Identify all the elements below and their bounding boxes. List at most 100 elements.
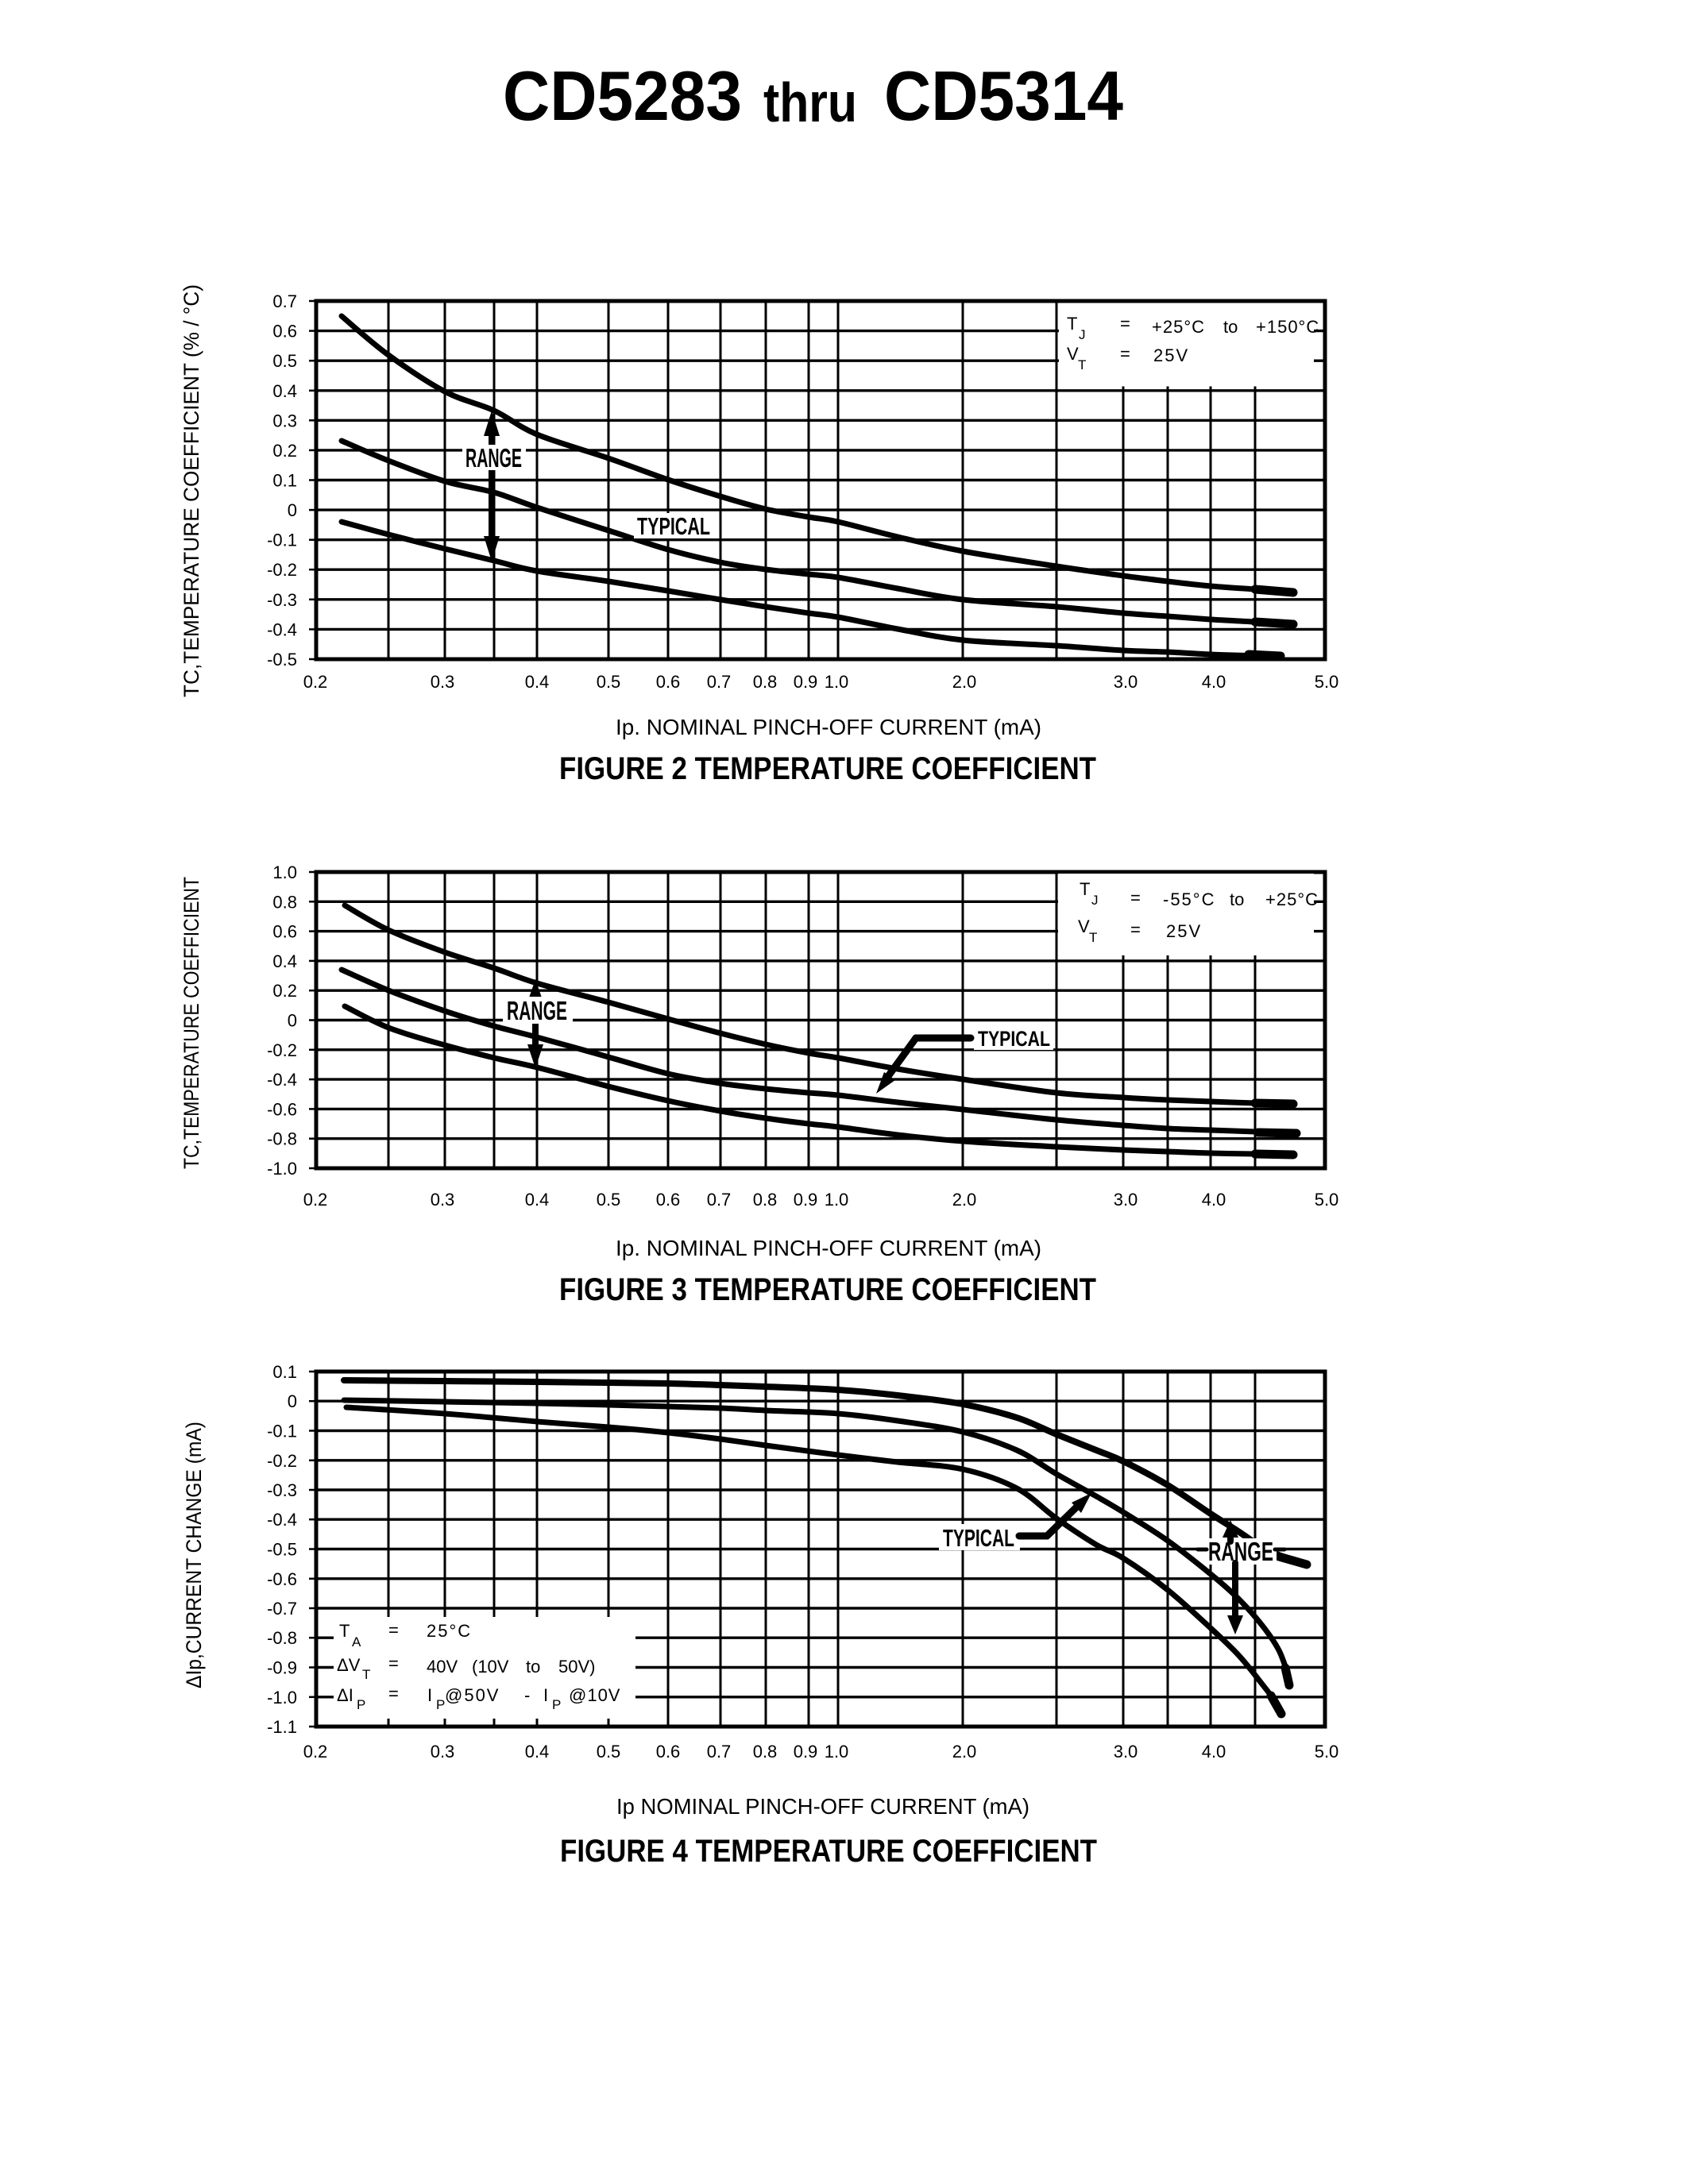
svg-text:0.8: 0.8 (753, 1742, 778, 1761)
svg-text:=: = (1130, 888, 1141, 908)
svg-text:+25°C: +25°C (1265, 889, 1319, 909)
svg-text:TYPICAL: TYPICAL (637, 512, 710, 540)
svg-text:0.1: 0.1 (272, 471, 297, 491)
svg-text:2.0: 2.0 (952, 1742, 977, 1761)
svg-text:J: J (1079, 327, 1086, 342)
svg-text:0.3: 0.3 (431, 1742, 455, 1761)
svg-text:0.4: 0.4 (525, 1742, 550, 1761)
svg-text:T: T (1089, 930, 1097, 945)
svg-text:-0.8: -0.8 (267, 1628, 297, 1648)
svg-text:-0.8: -0.8 (267, 1129, 297, 1149)
svg-text:0.6: 0.6 (656, 1190, 681, 1210)
svg-text:=: = (1120, 344, 1130, 364)
svg-text:4.0: 4.0 (1202, 672, 1226, 692)
svg-text:0.5: 0.5 (597, 672, 621, 692)
svg-text:1.0: 1.0 (272, 862, 297, 882)
svg-text:-0.4: -0.4 (267, 1510, 297, 1530)
svg-text:TYPICAL: TYPICAL (943, 1524, 1014, 1552)
svg-text:0.8: 0.8 (272, 892, 297, 912)
svg-text:-55°C: -55°C (1163, 889, 1215, 909)
svg-text:TYPICAL: TYPICAL (978, 1027, 1050, 1051)
svg-text:Ip NOMINAL PINCH-OFF CURRENT (: Ip NOMINAL PINCH-OFF CURRENT (mA) (616, 1794, 1029, 1819)
svg-text:Ip. NOMINAL PINCH-OFF CURRENT: Ip. NOMINAL PINCH-OFF CURRENT (mA) (616, 1236, 1041, 1260)
svg-text:=: = (1120, 314, 1130, 334)
svg-text:50V): 50V) (558, 1657, 595, 1677)
svg-text:-0.2: -0.2 (267, 1040, 297, 1060)
svg-text:ΔV: ΔV (337, 1655, 361, 1675)
svg-text:0.1: 0.1 (272, 1362, 297, 1382)
svg-text:-0.6: -0.6 (267, 1099, 297, 1119)
svg-text:4.0: 4.0 (1202, 1742, 1226, 1761)
svg-text:0.2: 0.2 (303, 1742, 328, 1761)
svg-text:RANGE: RANGE (1208, 1537, 1273, 1566)
svg-text:5.0: 5.0 (1315, 672, 1339, 692)
svg-text:ΔI: ΔI (337, 1685, 353, 1705)
svg-text:0.6: 0.6 (656, 672, 681, 692)
svg-text:I: I (427, 1685, 432, 1705)
svg-text:=: = (388, 1684, 399, 1704)
svg-text:40V: 40V (427, 1657, 458, 1677)
svg-text:(10V: (10V (472, 1657, 509, 1677)
svg-text:4.0: 4.0 (1202, 1190, 1226, 1210)
svg-text:FIGURE 2 TEMPERATURE COEFFICIE: FIGURE 2 TEMPERATURE COEFFICIENT (559, 751, 1096, 786)
svg-text:0.7: 0.7 (272, 291, 297, 311)
svg-text:-0.3: -0.3 (267, 590, 297, 610)
svg-text:+150°C: +150°C (1256, 317, 1319, 337)
svg-text:-1.0: -1.0 (267, 1159, 297, 1179)
svg-text:thru: thru (763, 71, 857, 133)
svg-text:25V: 25V (1166, 921, 1202, 941)
svg-text:25°C: 25°C (427, 1621, 472, 1641)
svg-text:J: J (1091, 893, 1099, 908)
svg-text:=: = (1130, 920, 1141, 940)
svg-text:0.8: 0.8 (753, 672, 778, 692)
svg-text:P: P (357, 1697, 365, 1712)
svg-text:0.5: 0.5 (597, 1742, 621, 1761)
svg-text:0: 0 (288, 1391, 297, 1411)
svg-text:0.7: 0.7 (707, 672, 732, 692)
svg-text:-0.2: -0.2 (267, 560, 297, 580)
svg-text:-0.7: -0.7 (267, 1599, 297, 1619)
svg-text:to: to (1230, 889, 1244, 909)
svg-text:5.0: 5.0 (1315, 1190, 1339, 1210)
svg-text:A: A (352, 1634, 361, 1650)
svg-text:P: P (436, 1697, 445, 1712)
svg-text:0.8: 0.8 (753, 1190, 778, 1210)
svg-text:=: = (388, 1653, 399, 1673)
svg-text:+25°C: +25°C (1152, 317, 1205, 337)
svg-text:T: T (339, 1621, 350, 1641)
svg-text:=: = (388, 1620, 399, 1640)
svg-text:0.9: 0.9 (794, 1190, 818, 1210)
svg-text:0.4: 0.4 (272, 951, 297, 971)
svg-text:2.0: 2.0 (952, 672, 977, 692)
svg-text:0.6: 0.6 (272, 322, 297, 341)
svg-text:0.2: 0.2 (303, 1190, 328, 1210)
svg-text:1.0: 1.0 (825, 1190, 849, 1210)
svg-text:-0.5: -0.5 (267, 1540, 297, 1560)
svg-text:@10V: @10V (569, 1685, 620, 1705)
svg-text:I: I (543, 1685, 548, 1705)
svg-text:0.7: 0.7 (707, 1742, 732, 1761)
svg-text:25V: 25V (1153, 345, 1189, 365)
svg-text:T: T (1078, 357, 1086, 372)
svg-text:0.3: 0.3 (272, 411, 297, 430)
svg-text:FIGURE 4 TEMPERATURE COEFFICIE: FIGURE 4 TEMPERATURE COEFFICIENT (560, 1834, 1097, 1869)
svg-text:V: V (1067, 344, 1079, 364)
svg-text:1.0: 1.0 (825, 672, 849, 692)
svg-text:-0.2: -0.2 (267, 1451, 297, 1471)
svg-text:0.9: 0.9 (794, 672, 818, 692)
svg-text:1.0: 1.0 (825, 1742, 849, 1761)
svg-text:V: V (1078, 916, 1090, 936)
svg-text:0.9: 0.9 (794, 1742, 818, 1761)
svg-text:0.6: 0.6 (272, 922, 297, 942)
svg-text:0.4: 0.4 (272, 381, 297, 401)
svg-text:0.7: 0.7 (707, 1190, 732, 1210)
svg-text:-0.1: -0.1 (267, 531, 297, 550)
svg-text:0.3: 0.3 (431, 672, 455, 692)
svg-text:0.5: 0.5 (597, 1190, 621, 1210)
svg-text:T: T (1080, 879, 1090, 899)
svg-text:CD5283: CD5283 (503, 56, 742, 135)
svg-text:0: 0 (288, 1011, 297, 1031)
svg-text:3.0: 3.0 (1114, 672, 1138, 692)
svg-text:@50V: @50V (445, 1685, 500, 1705)
svg-text:0.3: 0.3 (431, 1190, 455, 1210)
